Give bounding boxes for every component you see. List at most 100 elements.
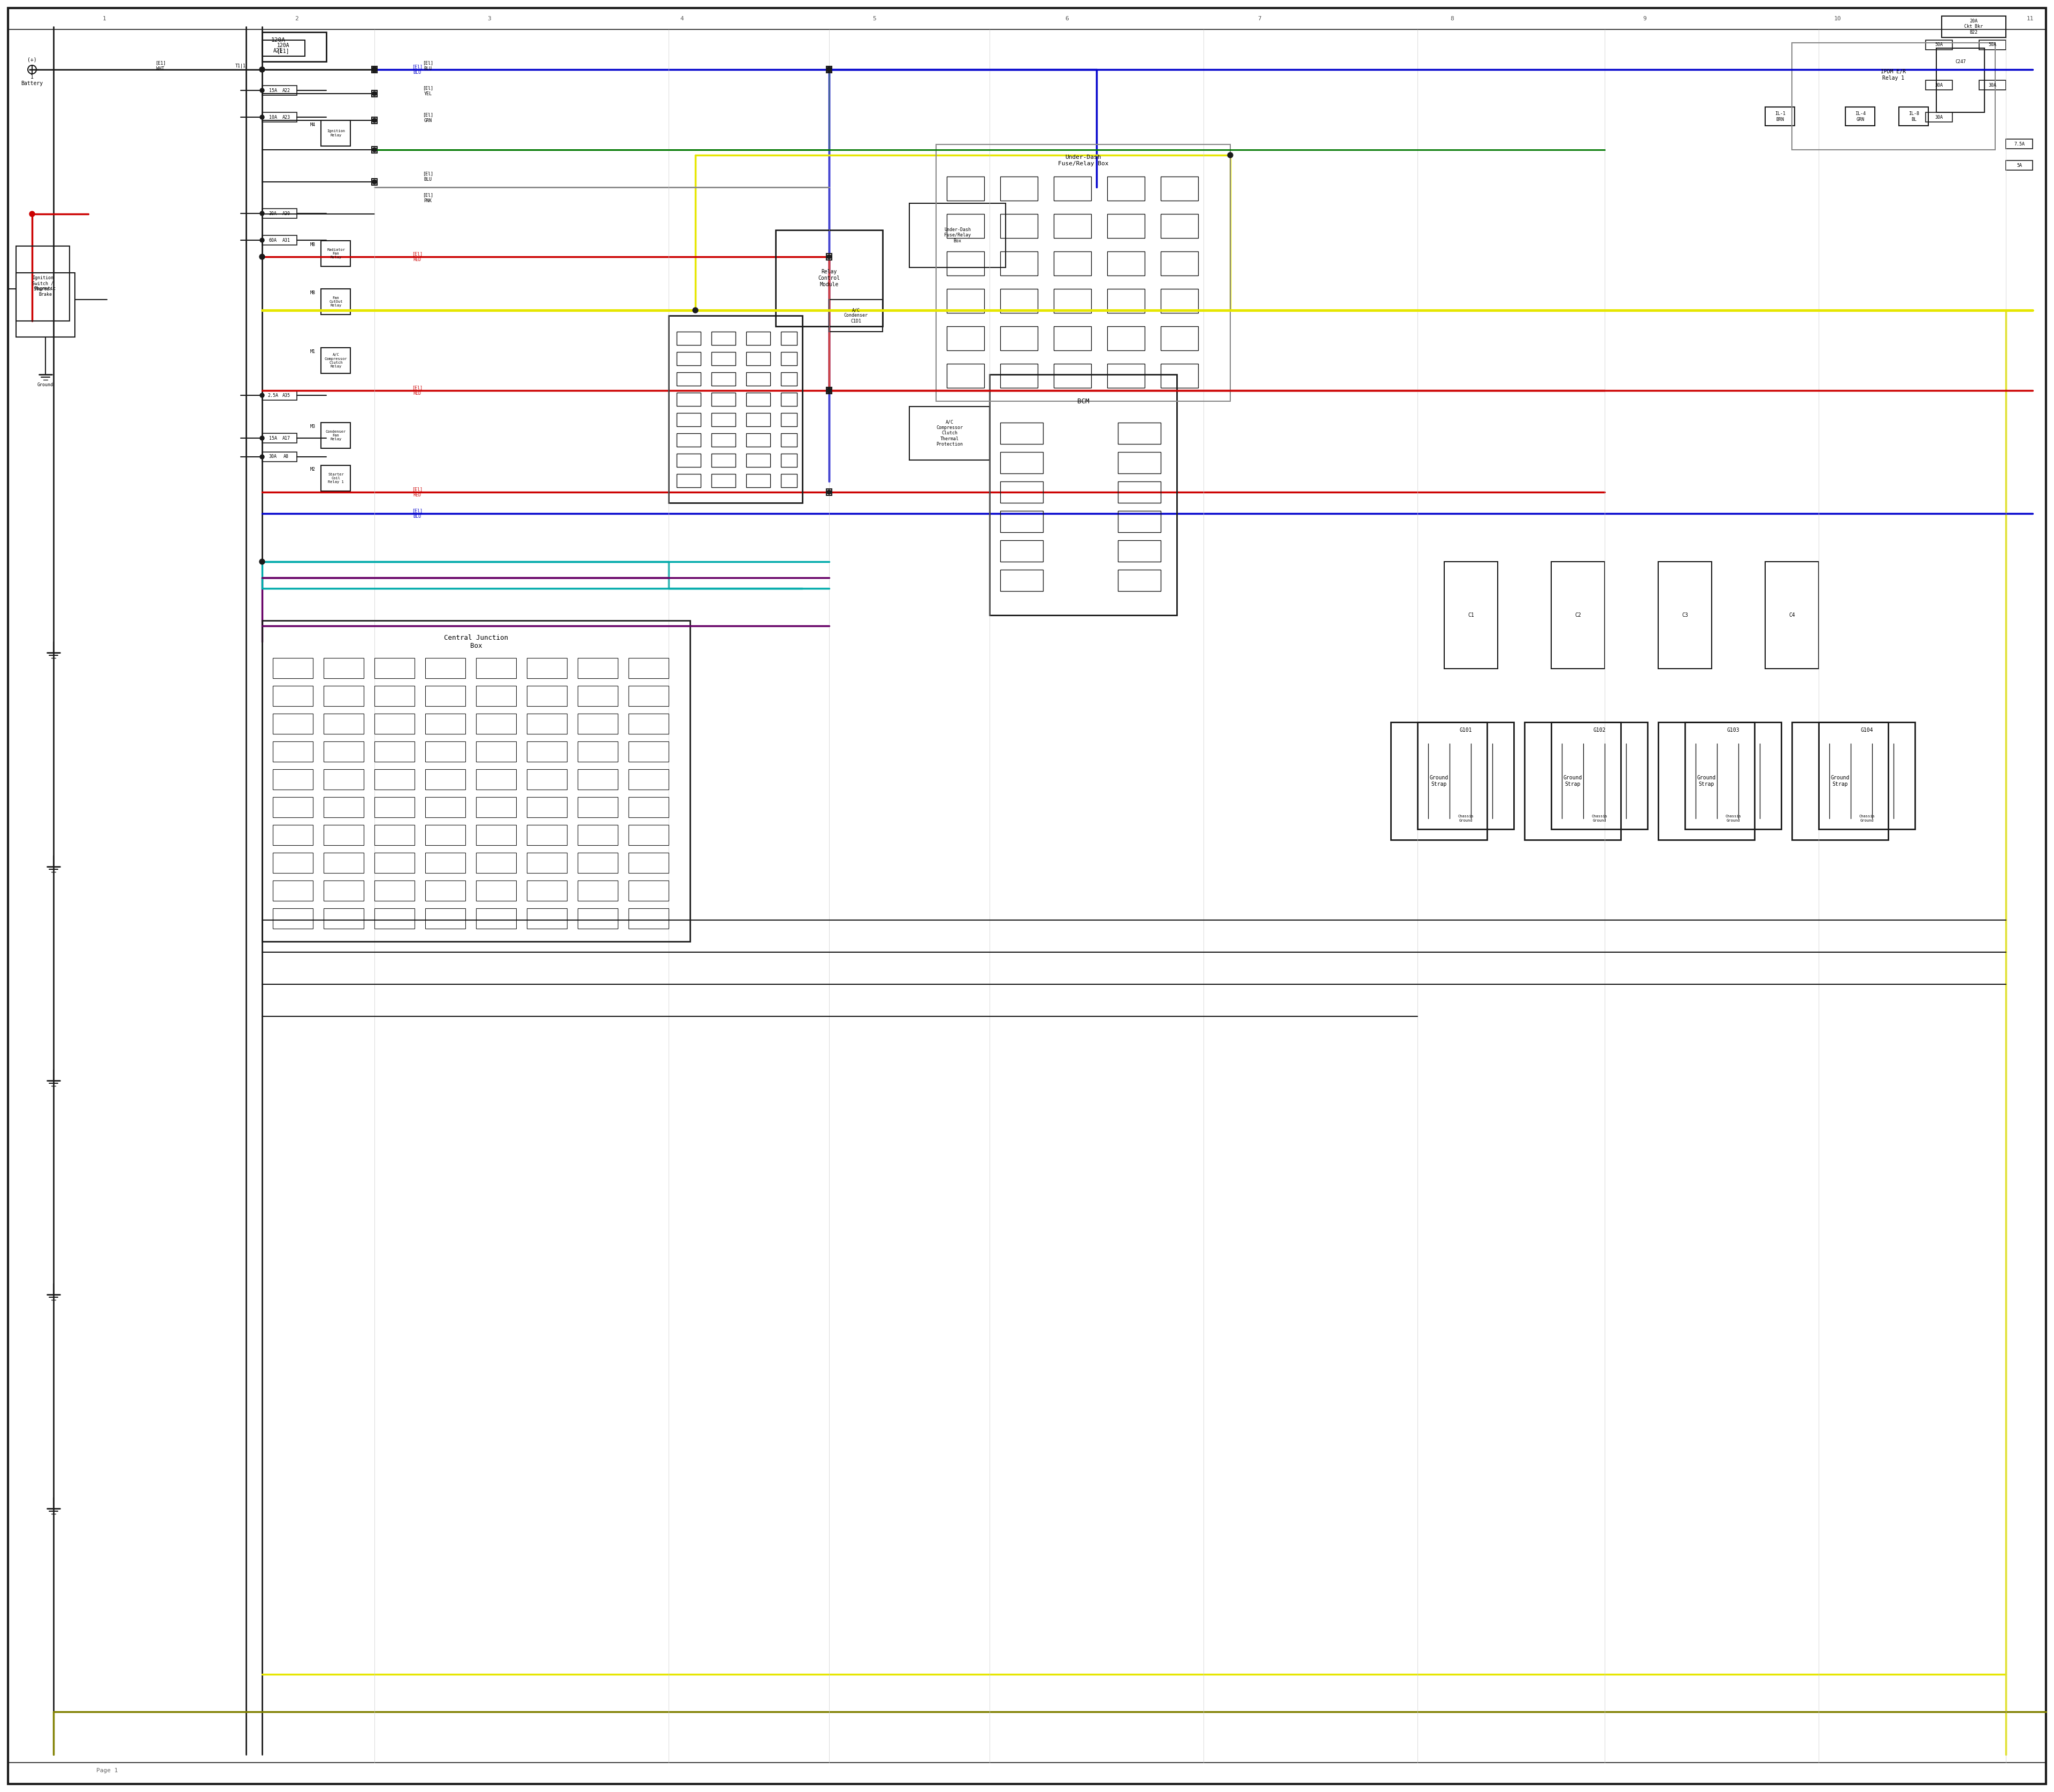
Bar <box>629 824 670 846</box>
Text: G103: G103 <box>1727 728 1740 733</box>
Bar <box>1551 561 1604 668</box>
Bar <box>781 392 797 407</box>
Bar <box>477 853 516 873</box>
Text: C3: C3 <box>1682 613 1688 618</box>
Bar <box>425 853 466 873</box>
Bar <box>781 332 797 346</box>
Bar <box>711 351 735 366</box>
Bar <box>910 202 1006 267</box>
Text: Battery: Battery <box>21 81 43 86</box>
Circle shape <box>261 88 265 93</box>
Text: [El]
RED: [El] RED <box>413 385 423 396</box>
Bar <box>374 824 415 846</box>
Bar <box>629 797 670 817</box>
Bar <box>1117 539 1161 561</box>
Bar <box>711 434 735 446</box>
Text: 30A: 30A <box>1935 82 1943 88</box>
Circle shape <box>828 68 832 72</box>
Bar <box>1161 251 1197 276</box>
Circle shape <box>259 559 265 564</box>
Bar <box>325 824 364 846</box>
Bar <box>273 742 312 762</box>
Bar <box>320 289 351 315</box>
Circle shape <box>826 387 832 392</box>
Bar <box>263 208 298 219</box>
Bar <box>273 713 312 735</box>
Text: 120A: 120A <box>271 38 286 43</box>
Bar <box>1000 177 1037 201</box>
Text: Ignition
Relay: Ignition Relay <box>327 129 345 136</box>
Text: Starter
Coil
Relay 1: Starter Coil Relay 1 <box>329 473 343 484</box>
Bar <box>1000 570 1043 591</box>
Bar <box>746 373 770 385</box>
Bar <box>670 315 803 504</box>
Text: M8: M8 <box>310 242 316 247</box>
Bar <box>320 466 351 491</box>
Bar <box>1000 423 1043 444</box>
Bar <box>273 880 312 901</box>
Bar <box>273 853 312 873</box>
Text: 7.5A: 7.5A <box>2013 142 2025 147</box>
Bar <box>425 658 466 679</box>
Text: A/C
Compressor
Clutch
Relay: A/C Compressor Clutch Relay <box>325 353 347 367</box>
Bar <box>990 375 1177 615</box>
Bar <box>263 434 298 443</box>
Bar <box>425 769 466 790</box>
Bar <box>1161 326 1197 351</box>
Bar <box>528 713 567 735</box>
Text: 2: 2 <box>296 16 298 22</box>
Text: M4: M4 <box>310 122 316 127</box>
Bar <box>372 90 378 97</box>
Bar <box>1107 213 1144 238</box>
Text: 10A: 10A <box>269 115 277 120</box>
Bar <box>325 686 364 706</box>
Bar <box>629 686 670 706</box>
Text: 30A: 30A <box>269 211 277 215</box>
Bar <box>1117 570 1161 591</box>
Text: [El]
BLU: [El] BLU <box>423 172 433 181</box>
Bar <box>1000 482 1043 504</box>
Bar <box>910 407 990 461</box>
Text: IL-8
BL: IL-8 BL <box>1908 111 1918 122</box>
Text: Ignition
Switch /
Starter: Ignition Switch / Starter <box>33 276 53 292</box>
Bar <box>374 658 415 679</box>
Bar <box>1551 722 1647 830</box>
Bar <box>629 909 670 928</box>
Text: 3: 3 <box>487 16 491 22</box>
Bar <box>1941 16 2007 38</box>
Bar <box>325 880 364 901</box>
Text: (+): (+) <box>27 57 37 63</box>
Circle shape <box>259 66 265 72</box>
Bar <box>746 453 770 468</box>
Bar <box>325 769 364 790</box>
Text: [El]
BLU: [El] BLU <box>413 509 423 518</box>
Bar <box>477 742 516 762</box>
Text: Fan
CutOut
Relay: Fan CutOut Relay <box>329 296 343 306</box>
Bar <box>1054 213 1091 238</box>
Text: A35: A35 <box>281 392 290 398</box>
Bar <box>1107 251 1144 276</box>
Text: 50A: 50A <box>1988 43 1996 47</box>
Bar <box>2007 140 2033 149</box>
Text: Ground
Strap: Ground Strap <box>1430 776 1448 787</box>
Circle shape <box>261 238 265 242</box>
Bar <box>374 853 415 873</box>
Bar <box>263 39 304 56</box>
Bar <box>629 853 670 873</box>
Bar <box>746 473 770 487</box>
Bar <box>947 177 984 201</box>
Bar <box>577 824 618 846</box>
Bar <box>629 658 670 679</box>
Bar <box>577 853 618 873</box>
Text: Magnetic
Brake: Magnetic Brake <box>35 287 55 297</box>
Bar <box>746 412 770 426</box>
Text: Ground
Strap: Ground Strap <box>1830 776 1849 787</box>
Bar <box>711 412 735 426</box>
Bar <box>374 880 415 901</box>
Bar <box>1161 289 1197 314</box>
Text: IPDM E/R
Relay 1: IPDM E/R Relay 1 <box>1881 70 1906 81</box>
Bar <box>1107 177 1144 201</box>
Bar <box>1818 722 1914 830</box>
Bar <box>372 116 378 124</box>
Bar <box>1764 561 1818 668</box>
